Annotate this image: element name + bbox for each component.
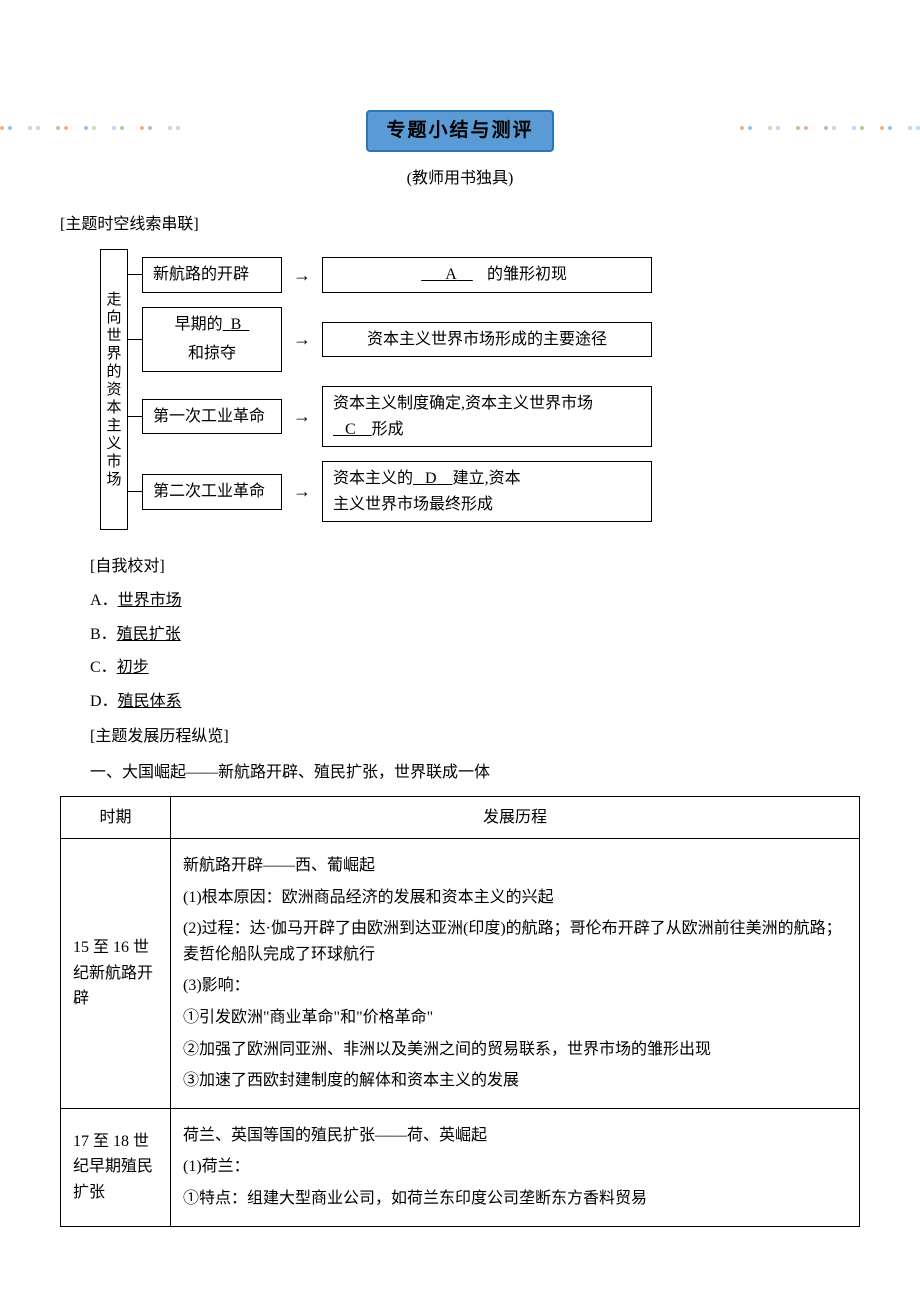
diagram-row-4: 第二次工业革命 → 资本主义的 D 建立,资本 主义世界市场最终形成 bbox=[128, 461, 652, 522]
subtitle: (教师用书独具) bbox=[0, 166, 920, 192]
diagram-left-box: 第一次工业革命 bbox=[142, 399, 282, 435]
table-row: 17 至 18 世纪早期殖民扩张 荷兰、英国等国的殖民扩张——荷、英崛起 (1)… bbox=[61, 1108, 860, 1226]
diagram-row-3: 第一次工业革命 → 资本主义制度确定,资本主义世界市场 C 形成 bbox=[128, 386, 652, 447]
diagram-right-box: 资本主义制度确定,资本主义世界市场 C 形成 bbox=[322, 386, 652, 447]
answer-key-section: [自我校对] A．世界市场 B．殖民扩张 C．初步 D．殖民体系 bbox=[90, 554, 920, 714]
diagram-left-box: 新航路的开辟 bbox=[142, 257, 282, 293]
diagram-right-box: A 的雏形初现 bbox=[322, 257, 652, 293]
history-table: 时期 发展历程 15 至 16 世纪新航路开辟 新航路开辟——西、葡崛起 (1)… bbox=[60, 796, 860, 1227]
table-cell-content: 荷兰、英国等国的殖民扩张——荷、英崛起 (1)荷兰： ①特点：组建大型商业公司，… bbox=[171, 1108, 860, 1226]
section2-title: 一、大国崛起——新航路开辟、殖民扩张，世界联成一体 bbox=[90, 760, 920, 786]
diagram-vertical-label: 走向世界的资本主义市场 bbox=[100, 249, 128, 530]
diagram-left-box: 早期的 B 和掠夺 bbox=[142, 307, 282, 372]
concept-diagram: 走向世界的资本主义市场 新航路的开辟 → A 的雏形初现 早期的 B 和掠夺 bbox=[100, 249, 920, 530]
section2-heading: [主题发展历程纵览] bbox=[90, 724, 920, 750]
arrow-icon: → bbox=[282, 477, 322, 506]
section1-heading: [主题时空线索串联] bbox=[60, 212, 920, 238]
decorative-dots-right bbox=[740, 126, 920, 130]
answer-value: 世界市场 bbox=[118, 592, 182, 609]
table-header: 时期 bbox=[61, 796, 171, 839]
diagram-right-box: 资本主义的 D 建立,资本 主义世界市场最终形成 bbox=[322, 461, 652, 522]
answer-value: 殖民扩张 bbox=[117, 626, 181, 643]
diagram-left-box: 第二次工业革命 bbox=[142, 474, 282, 510]
header-banner: 专题小结与测评 bbox=[0, 110, 920, 146]
banner-title: 专题小结与测评 bbox=[366, 110, 553, 152]
diagram-row-2: 早期的 B 和掠夺 → 资本主义世界市场形成的主要途径 bbox=[128, 307, 652, 372]
table-cell-period: 15 至 16 世纪新航路开辟 bbox=[61, 839, 171, 1109]
answer-key-label: [自我校对] bbox=[90, 554, 920, 580]
decorative-dots-left bbox=[0, 126, 180, 130]
table-row: 15 至 16 世纪新航路开辟 新航路开辟——西、葡崛起 (1)根本原因：欧洲商… bbox=[61, 839, 860, 1109]
arrow-icon: → bbox=[282, 261, 322, 290]
table-header: 发展历程 bbox=[171, 796, 860, 839]
table-cell-content: 新航路开辟——西、葡崛起 (1)根本原因：欧洲商品经济的发展和资本主义的兴起 (… bbox=[171, 839, 860, 1109]
answer-item: A．世界市场 bbox=[90, 588, 920, 614]
table-header-row: 时期 发展历程 bbox=[61, 796, 860, 839]
answer-value: 殖民体系 bbox=[118, 693, 182, 710]
diagram-right-box: 资本主义世界市场形成的主要途径 bbox=[322, 322, 652, 358]
arrow-icon: → bbox=[282, 402, 322, 431]
diagram-row-1: 新航路的开辟 → A 的雏形初现 bbox=[128, 257, 652, 293]
table-cell-period: 17 至 18 世纪早期殖民扩张 bbox=[61, 1108, 171, 1226]
answer-item: B．殖民扩张 bbox=[90, 622, 920, 648]
answer-value: 初步 bbox=[117, 659, 149, 676]
answer-item: D．殖民体系 bbox=[90, 689, 920, 715]
arrow-icon: → bbox=[282, 325, 322, 354]
answer-item: C．初步 bbox=[90, 655, 920, 681]
